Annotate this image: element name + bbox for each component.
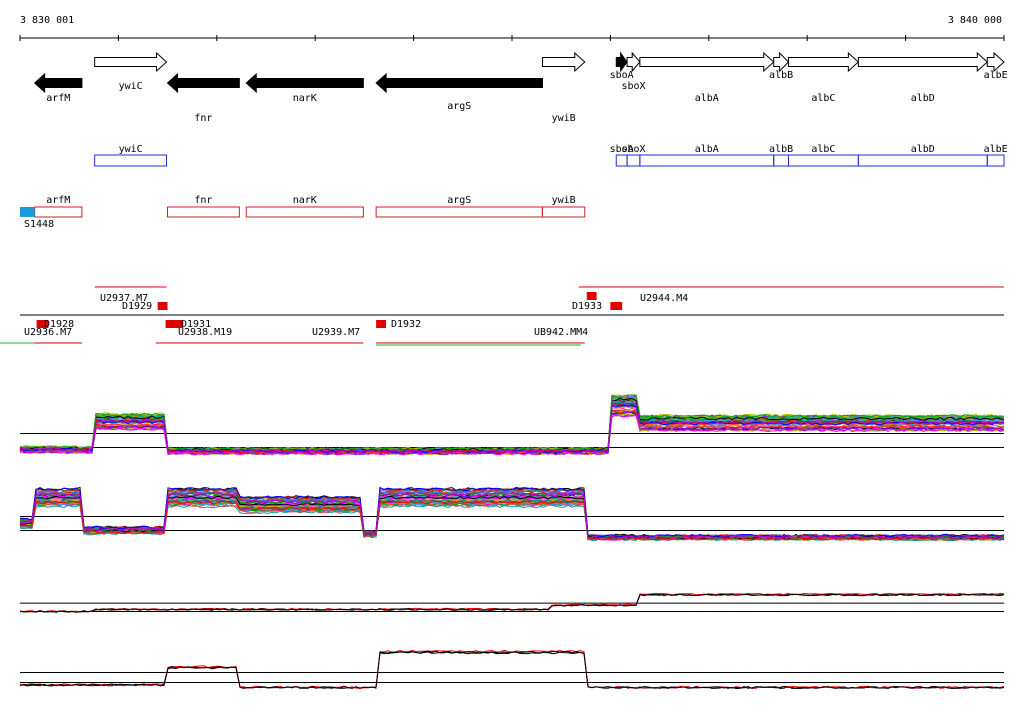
operon-minus-label-arfM: arfM bbox=[46, 195, 70, 206]
segment-block bbox=[376, 320, 386, 328]
gene-arrow-ywiC[interactable] bbox=[94, 51, 168, 73]
gene-arrow-albE[interactable] bbox=[986, 51, 1005, 73]
gene-label-albC: albC bbox=[811, 93, 835, 104]
segment-block bbox=[610, 302, 623, 310]
segment-label-u2936-m7: U2936.M7 bbox=[24, 327, 72, 338]
segment-label-d1928: D1928 bbox=[44, 319, 74, 330]
operon-plus-albB[interactable] bbox=[773, 154, 789, 167]
operon-minus-fnr[interactable] bbox=[167, 206, 240, 218]
expression-series bbox=[19, 394, 1005, 451]
gene-arrow-albD[interactable] bbox=[857, 51, 989, 73]
gene-label-argS: argS bbox=[447, 101, 471, 112]
gene-arrow-argS[interactable] bbox=[375, 72, 543, 94]
operon-minus-label-argS: argS bbox=[447, 195, 471, 206]
operon-plus-albC[interactable] bbox=[787, 154, 859, 167]
gene-label-albE: albE bbox=[984, 70, 1008, 81]
operon-minus-narK[interactable] bbox=[245, 206, 364, 218]
gene-label-ywiC: ywiC bbox=[119, 81, 143, 92]
operon-plus-ywiC[interactable] bbox=[94, 154, 168, 167]
coord-start-label: 3 830 001 bbox=[20, 15, 74, 26]
gene-label-albD: albD bbox=[911, 93, 935, 104]
gene-label-sboX: sboX bbox=[621, 81, 645, 92]
segment-label-d1932: D1932 bbox=[391, 319, 421, 330]
operon-track-minus: arfM fnr narK argS ywiB S1448 bbox=[20, 195, 586, 230]
expression-series bbox=[20, 487, 1005, 538]
operon-plus-label-albE: albE bbox=[984, 144, 1008, 155]
expression-panel-reverse-all bbox=[19, 486, 1005, 542]
operon-minus-label-fnr: fnr bbox=[194, 195, 212, 206]
segment-label-u2937-m7: U2937.M7 bbox=[100, 293, 148, 304]
operon-minus-argS[interactable] bbox=[375, 206, 543, 218]
segment-block bbox=[36, 320, 49, 328]
gene-label-arfM: arfM bbox=[46, 93, 70, 104]
segment-block bbox=[165, 320, 184, 328]
expression-series bbox=[19, 650, 1005, 689]
gene-label-fnr: fnr bbox=[194, 113, 212, 124]
operon-minus-label-ywiB: ywiB bbox=[552, 195, 576, 206]
expression-panels bbox=[19, 394, 1005, 690]
expression-series bbox=[19, 492, 1005, 539]
operon-minus-arfM[interactable] bbox=[34, 206, 83, 218]
operon-plus-albE[interactable] bbox=[986, 154, 1005, 167]
operon-plus-sboX[interactable] bbox=[626, 154, 641, 167]
expression-series bbox=[19, 500, 1005, 541]
gene-arrow-ywiB[interactable] bbox=[541, 51, 586, 73]
gene-label-sboA: sboA bbox=[610, 70, 634, 81]
gene-label-albB: albB bbox=[769, 70, 793, 81]
segment-label-u2938-m19: U2938.M19 bbox=[178, 327, 232, 338]
expression-panel-reverse-mean bbox=[19, 649, 1005, 690]
expression-series bbox=[19, 503, 1005, 541]
gene-arrow-albA[interactable] bbox=[639, 51, 775, 73]
operon-plus-label-albB: albB bbox=[769, 144, 793, 155]
gene-arrow-sboA[interactable] bbox=[615, 51, 628, 73]
segment-label-u2939-m7: U2939.M7 bbox=[312, 327, 360, 338]
operon-minus-ywiB[interactable] bbox=[541, 206, 586, 218]
coord-end-label: 3 840 000 bbox=[948, 15, 1002, 26]
operon-plus-albD[interactable] bbox=[857, 154, 988, 167]
operon-plus-label-sboA: sboA bbox=[610, 144, 634, 155]
segment-label-d1931: D1931 bbox=[181, 319, 211, 330]
feature-mark-label: S1448 bbox=[24, 219, 54, 230]
expression-series bbox=[19, 593, 1005, 613]
gene-arrow-fnr[interactable] bbox=[166, 72, 240, 94]
operon-plus-label-sboX: sboX bbox=[621, 144, 645, 155]
expression-series bbox=[19, 414, 1005, 456]
coordinate-ruler bbox=[19, 35, 1005, 41]
gene-label-albA: albA bbox=[695, 93, 719, 104]
expression-panel-forward-all bbox=[19, 394, 1005, 456]
segment-block bbox=[586, 292, 597, 300]
operon-plus-label-albC: albC bbox=[811, 144, 835, 155]
operon-plus-label-albD: albD bbox=[911, 144, 935, 155]
gene-label-ywiB: ywiB bbox=[552, 113, 576, 124]
segment-label-u2944-m4: U2944.M4 bbox=[640, 293, 688, 304]
operon-plus-sboA[interactable] bbox=[615, 154, 628, 167]
gene-arrow-narK[interactable] bbox=[245, 72, 364, 94]
segment-label-d1933: D1933 bbox=[572, 301, 602, 312]
gene-arrow-albC[interactable] bbox=[787, 51, 860, 73]
segment-label-ub942-mm4: UB942.MM4 bbox=[534, 327, 588, 338]
expression-series bbox=[19, 402, 1005, 453]
gene-arrow-albB[interactable] bbox=[773, 51, 790, 73]
gene-arrow-arfM[interactable] bbox=[33, 72, 83, 94]
feature-mark[interactable] bbox=[20, 207, 35, 217]
segment-block bbox=[157, 302, 168, 310]
operon-plus-albA[interactable] bbox=[639, 154, 775, 167]
gene-arrow-sboX[interactable] bbox=[626, 51, 641, 73]
segment-label-d1929: D1929 bbox=[122, 301, 152, 312]
operon-plus-label-ywiC: ywiC bbox=[119, 144, 143, 155]
expression-panel-forward-mean bbox=[19, 592, 1005, 613]
operon-plus-label-albA: albA bbox=[695, 144, 719, 155]
gene-label-narK: narK bbox=[293, 93, 317, 104]
operon-minus-label-narK: narK bbox=[293, 195, 317, 206]
